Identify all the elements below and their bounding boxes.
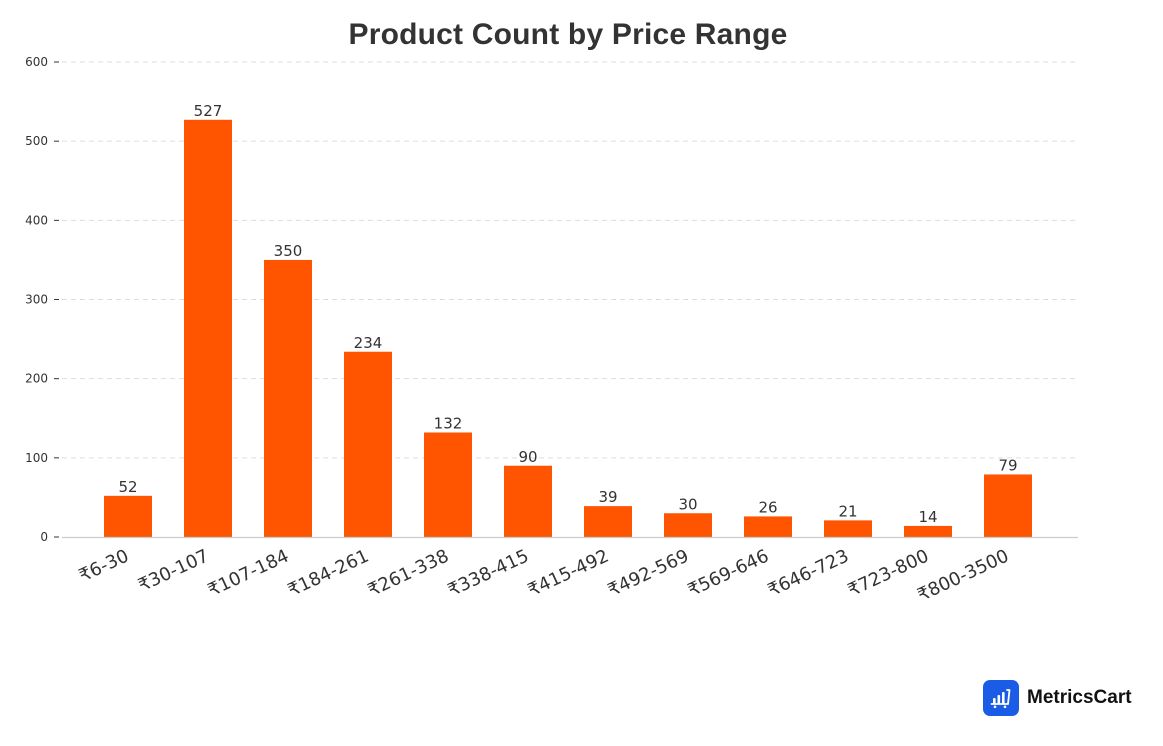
- x-tick-label: ₹569-646: [685, 545, 772, 601]
- bar: [744, 516, 792, 537]
- bar: [424, 432, 472, 537]
- brand-name: MetricsCart: [1027, 687, 1132, 708]
- x-tick-label: ₹30-107: [135, 545, 212, 596]
- bar: [104, 495, 152, 537]
- bar-value-label: 21: [838, 502, 857, 520]
- x-tick-label: ₹338-415: [445, 545, 532, 601]
- x-tick-label: ₹107-184: [205, 545, 292, 601]
- x-tick-label: ₹800-3500: [914, 545, 1012, 606]
- y-tick-label: 300: [25, 293, 48, 307]
- x-tick-label: ₹261-338: [365, 545, 452, 601]
- x-axis: ₹6-30 ₹30-107₹107-184₹184-261₹261-338₹338…: [62, 536, 1078, 606]
- x-tick-label: ₹646-723: [765, 545, 852, 601]
- bar-value-label: 52: [118, 478, 137, 496]
- bar-value-label: 79: [998, 456, 1017, 474]
- bar-value-label: 39: [598, 488, 617, 506]
- y-tick-label: 200: [25, 372, 48, 386]
- bar-value-label: 527: [194, 102, 223, 120]
- x-tick-label: ₹492-569: [605, 545, 692, 601]
- chart-title: Product Count by Price Range: [348, 18, 788, 51]
- bar: [984, 474, 1032, 537]
- bar-chart-cart-icon: [983, 680, 1019, 716]
- bar-value-label: 14: [918, 508, 937, 526]
- bars: 52 527 350 234 132 90 39 30 26 21 14 79: [104, 102, 1032, 538]
- bar-value-label: 234: [354, 334, 383, 352]
- bar: [904, 525, 952, 537]
- y-tick-label: 100: [25, 451, 48, 465]
- gridlines: [62, 61, 1078, 459]
- y-tick-label: 500: [25, 134, 48, 148]
- y-tick-label: 0: [40, 530, 48, 544]
- y-tick-label: 600: [25, 55, 48, 69]
- bar: [584, 506, 632, 537]
- bar: [264, 259, 312, 537]
- bar-value-label: 90: [518, 448, 537, 466]
- metricscart-logo: MetricsCart: [983, 680, 1132, 716]
- x-tick-label: ₹415-492: [525, 545, 612, 601]
- bar-value-label: 26: [758, 498, 777, 516]
- y-axis: 0 100 200 300 400 500 600: [25, 55, 59, 544]
- bar: [344, 351, 392, 537]
- y-tick-label: 400: [25, 213, 48, 227]
- bar: [184, 119, 232, 538]
- bar-value-label: 350: [274, 242, 303, 260]
- bar-value-label: 132: [434, 415, 463, 433]
- bar: [504, 465, 552, 537]
- x-tick-label: ₹6-30: [76, 545, 132, 586]
- bar-value-label: 30: [678, 495, 697, 513]
- x-tick-label: ₹184-261: [285, 545, 372, 601]
- bar: [664, 513, 712, 537]
- bar: [824, 520, 872, 537]
